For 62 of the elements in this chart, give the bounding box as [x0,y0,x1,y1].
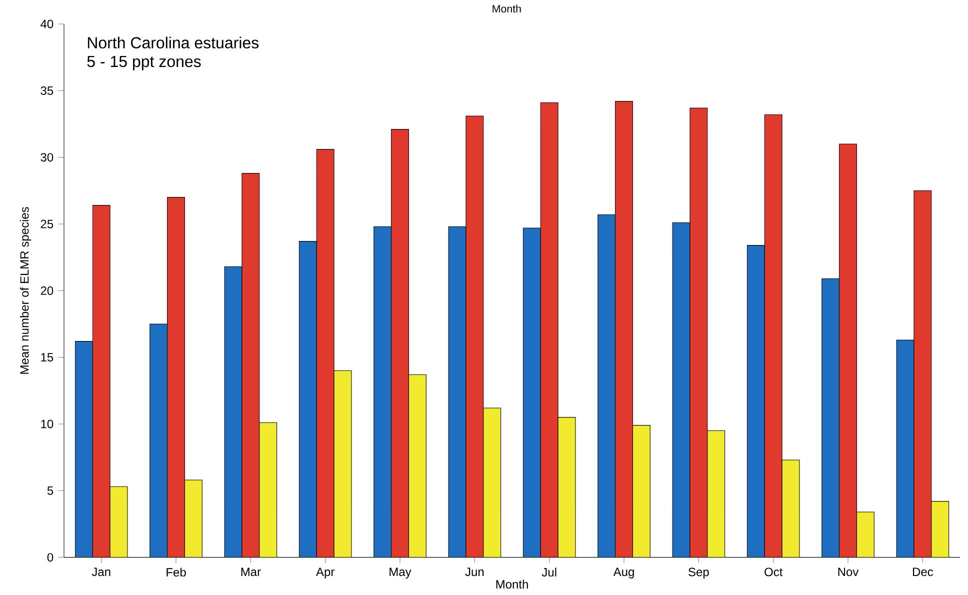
y-tick-label: 40 [40,20,54,28]
bar [92,205,110,558]
y-tick-label: 30 [40,153,54,162]
bar [540,102,558,558]
bar [598,214,616,558]
x-tick-label: Aug [613,568,634,579]
text: Month [492,4,521,13]
bar [483,408,501,558]
bar [448,226,466,558]
bar [184,480,202,558]
x-tick-label: May [390,568,412,579]
bar [747,245,765,558]
bar [75,341,93,558]
x-tick-label: Jun [465,568,484,576]
bar [299,241,317,558]
x-tick-label: Mar [241,568,261,576]
y-tick-label: 35 [40,86,54,96]
y-axis-title: Mean number of ELMR species [20,207,32,374]
text: North Carolina estuaries [88,36,259,49]
y-tick-label: 0 [47,553,54,562]
bar [408,374,426,558]
bar [931,501,950,558]
bar [856,512,874,558]
x-tick-label: Sep [688,568,709,579]
text: 5 - 15 ppt zones [87,56,201,70]
bar [558,417,576,558]
bar [150,324,168,558]
bar [242,173,260,558]
bar [110,486,128,558]
bar [334,370,352,558]
bar [632,425,650,558]
bar [523,228,541,558]
bar [914,190,932,558]
x-tick-label: Nov [838,568,859,576]
y-tick-label: 10 [41,420,54,428]
bar [782,460,800,558]
bar [259,422,277,558]
x-tick-label: Jan [92,568,110,576]
bar [690,108,708,558]
y-tick-label: 15 [41,353,54,362]
x-axis-title: Month [496,580,528,589]
bar [466,116,484,558]
x-tick-label: Oct [764,568,783,576]
bar [391,129,409,558]
x-tick-label: Dec [912,568,934,576]
bar [672,222,690,558]
x-tick-label: Feb [166,568,186,577]
bar [896,340,914,558]
bar [764,114,782,558]
bar [839,144,857,558]
y-tick-label: 5 [47,486,54,496]
bar [615,101,633,558]
bar [707,430,725,558]
bar [316,149,334,558]
bar [374,226,392,558]
bar [224,266,242,558]
bar [167,197,185,558]
y-tick-label: 20 [40,286,54,296]
bar [822,278,840,558]
x-tick-label: Apr [316,568,334,579]
y-tick-label: 25 [40,220,54,228]
x-tick-label: Jul [542,568,556,577]
